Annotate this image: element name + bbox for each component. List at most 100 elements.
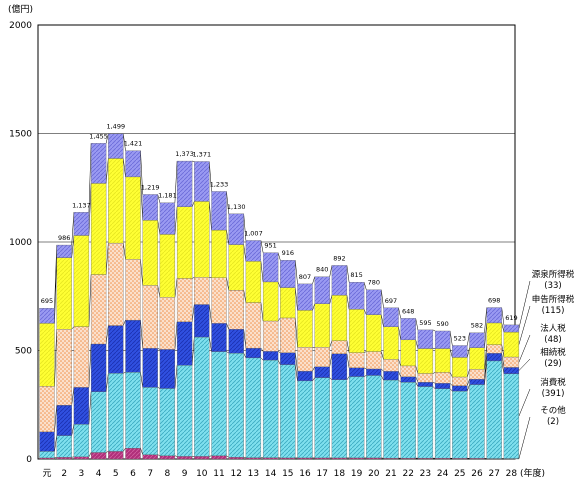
x-tick-label: 19	[351, 469, 363, 479]
legend-value: (2)	[547, 417, 559, 427]
bar-segment	[176, 365, 193, 457]
connector-line	[484, 360, 487, 385]
connector-line	[363, 309, 367, 315]
connector-line	[54, 405, 57, 432]
legend-value: (391)	[542, 389, 565, 399]
x-tick-label: 16	[299, 469, 311, 479]
total-label: 986	[58, 234, 70, 242]
bar-segment	[56, 244, 72, 258]
x-tick-label: 27	[488, 469, 499, 479]
bar-segment	[486, 307, 502, 324]
bar-segment	[90, 183, 107, 275]
connector-line	[295, 364, 298, 381]
connector-line	[484, 307, 487, 333]
connector-line	[191, 277, 195, 279]
connector-line	[398, 379, 401, 383]
bar-segment	[142, 387, 158, 455]
bar-segment	[39, 323, 55, 387]
bar-segment	[366, 457, 382, 460]
total-label: 1,233	[210, 180, 229, 188]
bar-segment	[331, 379, 348, 459]
bar-segment	[211, 229, 227, 278]
connector-line	[277, 351, 281, 353]
bar-segment	[469, 332, 485, 348]
bar-segment	[228, 329, 244, 354]
bar-segment	[434, 330, 451, 349]
bar-segment	[159, 349, 176, 389]
connector-line	[277, 317, 281, 322]
bar-segment	[194, 304, 210, 338]
connector-line	[363, 351, 367, 353]
total-label: 951	[264, 242, 276, 250]
bar-segment	[90, 343, 107, 392]
bar-segment	[400, 318, 416, 341]
bar-segment	[56, 257, 72, 330]
legend-leader	[518, 358, 531, 371]
bar-segment	[73, 456, 90, 460]
connector-line	[484, 322, 487, 348]
connector-line	[174, 278, 178, 298]
x-tick-label: 8	[165, 469, 171, 479]
total-label: 590	[436, 320, 448, 328]
bar-segment	[331, 340, 348, 354]
connector-line	[381, 314, 384, 327]
connector-line	[105, 158, 109, 184]
x-tick-label: 25	[454, 469, 465, 479]
bar-segment	[452, 345, 468, 358]
bar-segment	[297, 370, 313, 382]
connector-line	[260, 261, 264, 282]
connector-line	[174, 161, 178, 203]
connector-line	[449, 372, 453, 378]
connector-line	[501, 307, 505, 325]
connector-line	[140, 150, 143, 195]
legend-label: 相続税	[540, 347, 566, 358]
connector-line	[123, 320, 126, 326]
bar-segment	[159, 234, 176, 298]
bar-segment	[245, 261, 262, 303]
connector-line	[312, 276, 315, 284]
total-label: 619	[505, 314, 517, 322]
connector-line	[174, 321, 178, 350]
connector-line	[226, 351, 229, 354]
connector-line	[123, 371, 126, 374]
bar-segment	[56, 435, 72, 458]
bar-segment	[108, 242, 124, 326]
connector-line	[71, 387, 75, 406]
connector-line	[449, 348, 453, 358]
connector-line	[123, 158, 126, 177]
connector-line	[501, 344, 505, 358]
legend-leader	[518, 416, 531, 459]
bar-segment	[159, 297, 176, 350]
x-tick-label: 13	[248, 469, 259, 479]
connector-line	[209, 304, 212, 324]
bar-segment	[503, 331, 520, 358]
legend-value: (33)	[544, 281, 561, 291]
connector-line	[260, 240, 264, 253]
bar-segment	[348, 376, 365, 459]
bar-segment	[176, 160, 193, 207]
connector-line	[157, 387, 161, 389]
bar-segment	[331, 295, 348, 341]
legend-leader	[518, 388, 531, 417]
y-tick-label: 1500	[9, 130, 32, 140]
x-tick-label: 4	[96, 469, 102, 479]
connector-line	[432, 381, 436, 384]
bar-segment	[331, 457, 348, 460]
connector-line	[88, 183, 92, 236]
bar-segment	[503, 324, 520, 333]
bar-segment	[297, 310, 313, 348]
total-label: 1,499	[106, 123, 125, 131]
legend: その他(2) 消費税(391) 相続税(29) 法人税(48) 申告所得税(115) 源泉…	[518, 269, 575, 459]
legend-value: (115)	[542, 306, 565, 316]
connector-line	[209, 337, 212, 352]
bar-segment	[400, 339, 416, 367]
total-label: 1,007	[244, 229, 263, 237]
bar-segment	[452, 385, 468, 392]
bar-segment	[108, 158, 124, 244]
connector-line	[54, 457, 57, 459]
total-label: 697	[385, 297, 397, 305]
connector-line	[415, 382, 419, 387]
bar-segment	[73, 387, 90, 425]
x-tick-label: 28	[506, 469, 518, 479]
bar-segment	[452, 390, 468, 459]
